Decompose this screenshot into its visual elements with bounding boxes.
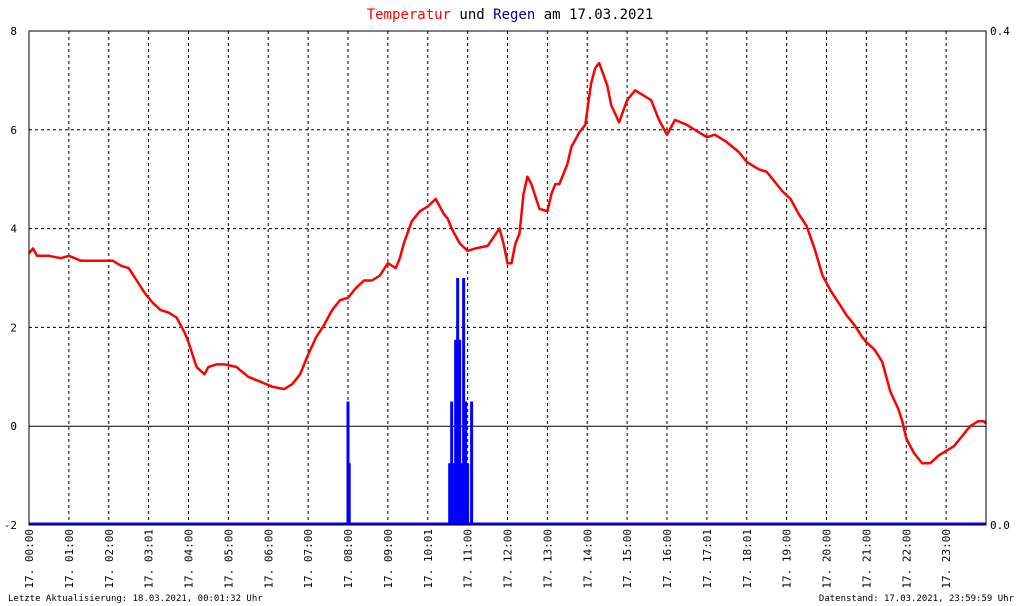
x-tick-label: 17. 12:00 (502, 529, 515, 589)
x-tick-label: 17. 04:00 (183, 529, 196, 589)
rain-bar (462, 278, 466, 525)
x-tick-label: 17. 18:01 (741, 529, 754, 589)
plot-frame (28, 30, 987, 526)
rain-bar (452, 463, 456, 525)
temperature-series (28, 61, 987, 465)
x-tick-label: 17. 16:00 (661, 529, 674, 589)
y-axis-left-ticks: -2 0 2 4 6 8 (4, 25, 18, 532)
y-tick-label: 0 (10, 420, 17, 433)
x-tick-label: 17. 22:00 (900, 529, 913, 589)
x-tick-label: 17. 07:00 (302, 529, 315, 589)
y-tick-label: 8 (10, 25, 17, 38)
x-tick-label: 17. 11:00 (462, 529, 475, 589)
x-tick-label: 17. 02:00 (103, 529, 116, 589)
x-tick-label: 17. 21:00 (860, 529, 873, 589)
x-tick-label: 17. 08:00 (342, 529, 355, 589)
rain-bar (454, 339, 458, 525)
x-tick-label: 17. 01:00 (63, 529, 76, 589)
y-right-tick-label: 0.4 (990, 25, 1010, 38)
rain-bar (448, 463, 452, 525)
title-regen: Regen (493, 7, 535, 23)
x-tick-label: 17. 17:01 (701, 529, 714, 589)
rain-bar (458, 339, 462, 525)
rain-bar (460, 463, 464, 525)
x-axis-ticks: 17. 00:00 17. 01:00 17. 02:00 17. 03:01 17. … (23, 529, 953, 589)
footer-last-update: Letzte Aktualisierung: 18.03.2021, 00:01… (8, 594, 263, 604)
title-und: und (451, 7, 493, 23)
x-tick-label: 17. 13:00 (541, 529, 554, 589)
x-tick-label: 17. 23:00 (940, 529, 953, 589)
x-tick-label: 17. 03:01 (143, 529, 156, 589)
x-tick-label: 17. 15:00 (621, 529, 634, 589)
y-tick-label: 4 (10, 223, 17, 236)
x-tick-label: 17. 09:00 (382, 529, 395, 589)
grid (29, 31, 986, 525)
rain-bar (456, 278, 460, 525)
y-right-tick-label: 0.0 (990, 519, 1010, 532)
y-tick-label: -2 (4, 519, 17, 532)
y-axis-right-ticks: 0.0 0.4 (990, 25, 1010, 532)
axes (28, 30, 987, 526)
rain-bar (347, 463, 351, 525)
y-tick-label: 2 (10, 321, 17, 334)
x-tick-label: 17. 00:00 (23, 529, 36, 589)
x-tick-label: 17. 05:00 (222, 529, 235, 589)
rain-bar (466, 463, 470, 525)
rain-bar (450, 401, 454, 525)
x-tick-label: 17. 10:01 (422, 529, 435, 589)
x-tick-label: 17. 14:00 (581, 529, 594, 589)
x-tick-label: 17. 06:00 (262, 529, 275, 589)
rain-bar (470, 401, 474, 525)
title-date: am 17.03.2021 (535, 7, 653, 23)
x-tick-label: 17. 20:00 (821, 529, 834, 589)
rain-series (29, 278, 986, 526)
footer-data-status: Datenstand: 17.03.2021, 23:59:59 Uhr (819, 594, 1015, 604)
temperature-line (28, 61, 987, 465)
y-tick-label: 6 (10, 124, 17, 137)
title-temperatur: Temperatur (367, 7, 451, 23)
rain-bar (464, 401, 468, 525)
x-tick-label: 17. 19:00 (781, 529, 794, 589)
chart-title: Temperatur und Regen am 17.03.2021 (367, 7, 654, 23)
